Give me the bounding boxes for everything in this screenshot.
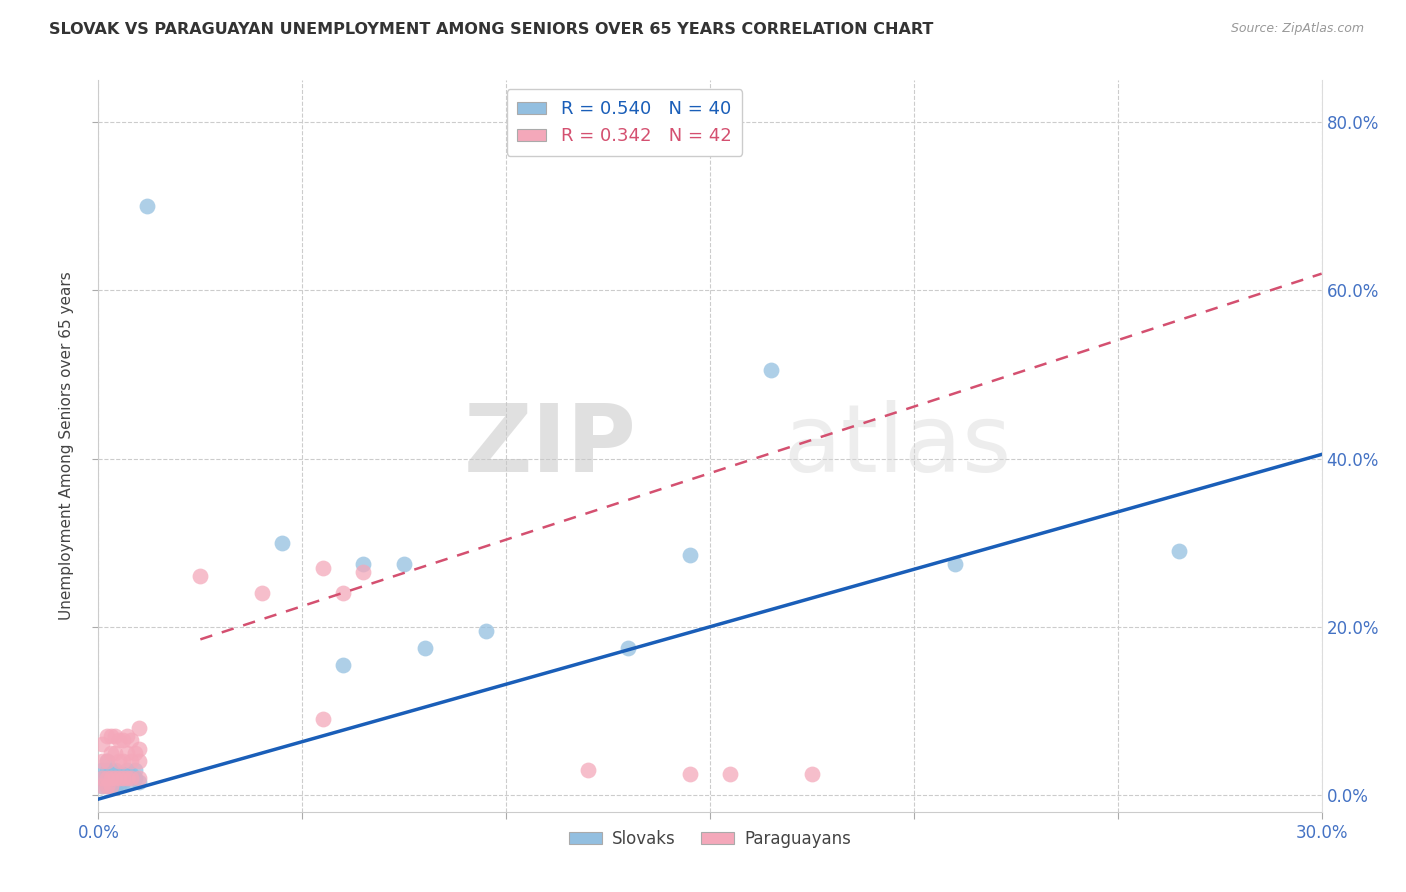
Point bbox=[100, 729, 122, 743]
Point bbox=[128, 721, 150, 735]
Point bbox=[108, 733, 131, 747]
Point bbox=[100, 746, 122, 760]
Point bbox=[96, 771, 118, 785]
Point bbox=[679, 767, 702, 781]
Point bbox=[108, 775, 131, 789]
Point bbox=[108, 754, 131, 768]
Point bbox=[312, 712, 335, 726]
Point bbox=[104, 763, 127, 777]
Point bbox=[124, 771, 146, 785]
Point bbox=[120, 775, 142, 789]
Point bbox=[91, 780, 114, 794]
Point bbox=[801, 767, 824, 781]
Text: Source: ZipAtlas.com: Source: ZipAtlas.com bbox=[1230, 22, 1364, 36]
Point bbox=[943, 557, 966, 571]
Point bbox=[108, 771, 131, 785]
Text: atlas: atlas bbox=[783, 400, 1012, 492]
Point bbox=[104, 771, 127, 785]
Point bbox=[250, 586, 273, 600]
Point bbox=[96, 771, 118, 785]
Point bbox=[474, 624, 498, 638]
Point bbox=[128, 741, 150, 756]
Point bbox=[115, 771, 138, 785]
Point bbox=[91, 763, 114, 777]
Point bbox=[332, 586, 354, 600]
Point bbox=[104, 729, 127, 743]
Point bbox=[108, 780, 131, 794]
Point bbox=[100, 780, 122, 794]
Point bbox=[96, 763, 118, 777]
Point bbox=[104, 780, 127, 794]
Point bbox=[413, 640, 436, 655]
Point bbox=[111, 754, 134, 768]
Point bbox=[352, 557, 374, 571]
Point bbox=[91, 780, 114, 794]
Point bbox=[128, 775, 150, 789]
Point bbox=[100, 771, 122, 785]
Point bbox=[91, 771, 114, 785]
Point bbox=[111, 767, 134, 781]
Point bbox=[1167, 544, 1189, 558]
Legend: Slovaks, Paraguayans: Slovaks, Paraguayans bbox=[562, 823, 858, 855]
Point bbox=[108, 767, 131, 781]
Point bbox=[100, 780, 122, 794]
Point bbox=[120, 771, 142, 785]
Point bbox=[111, 775, 134, 789]
Point bbox=[312, 561, 335, 575]
Point bbox=[111, 733, 134, 747]
Point bbox=[96, 729, 118, 743]
Point bbox=[104, 746, 127, 760]
Point bbox=[617, 640, 640, 655]
Point bbox=[115, 763, 138, 777]
Point bbox=[96, 754, 118, 768]
Point bbox=[115, 771, 138, 785]
Point bbox=[128, 754, 150, 768]
Point bbox=[100, 775, 122, 789]
Point bbox=[91, 738, 114, 752]
Point bbox=[115, 746, 138, 760]
Point bbox=[111, 771, 134, 785]
Point bbox=[91, 771, 114, 785]
Point bbox=[188, 569, 212, 583]
Point bbox=[332, 657, 354, 672]
Point bbox=[270, 535, 294, 549]
Point bbox=[761, 363, 783, 377]
Y-axis label: Unemployment Among Seniors over 65 years: Unemployment Among Seniors over 65 years bbox=[59, 272, 75, 620]
Point bbox=[91, 754, 114, 768]
Point bbox=[124, 763, 146, 777]
Point bbox=[128, 771, 150, 785]
Point bbox=[100, 767, 122, 781]
Point bbox=[104, 771, 127, 785]
Point bbox=[96, 754, 118, 768]
Point bbox=[96, 775, 118, 789]
Point bbox=[136, 199, 159, 213]
Point bbox=[718, 767, 742, 781]
Point bbox=[392, 557, 416, 571]
Point bbox=[96, 780, 118, 794]
Point bbox=[96, 780, 118, 794]
Text: SLOVAK VS PARAGUAYAN UNEMPLOYMENT AMONG SENIORS OVER 65 YEARS CORRELATION CHART: SLOVAK VS PARAGUAYAN UNEMPLOYMENT AMONG … bbox=[49, 22, 934, 37]
Point bbox=[352, 565, 374, 579]
Point bbox=[120, 767, 142, 781]
Point bbox=[100, 763, 122, 777]
Point bbox=[576, 763, 599, 777]
Point bbox=[115, 729, 138, 743]
Point bbox=[679, 549, 702, 563]
Point bbox=[124, 746, 146, 760]
Point bbox=[100, 771, 122, 785]
Text: ZIP: ZIP bbox=[464, 400, 637, 492]
Point bbox=[120, 733, 142, 747]
Point bbox=[120, 754, 142, 768]
